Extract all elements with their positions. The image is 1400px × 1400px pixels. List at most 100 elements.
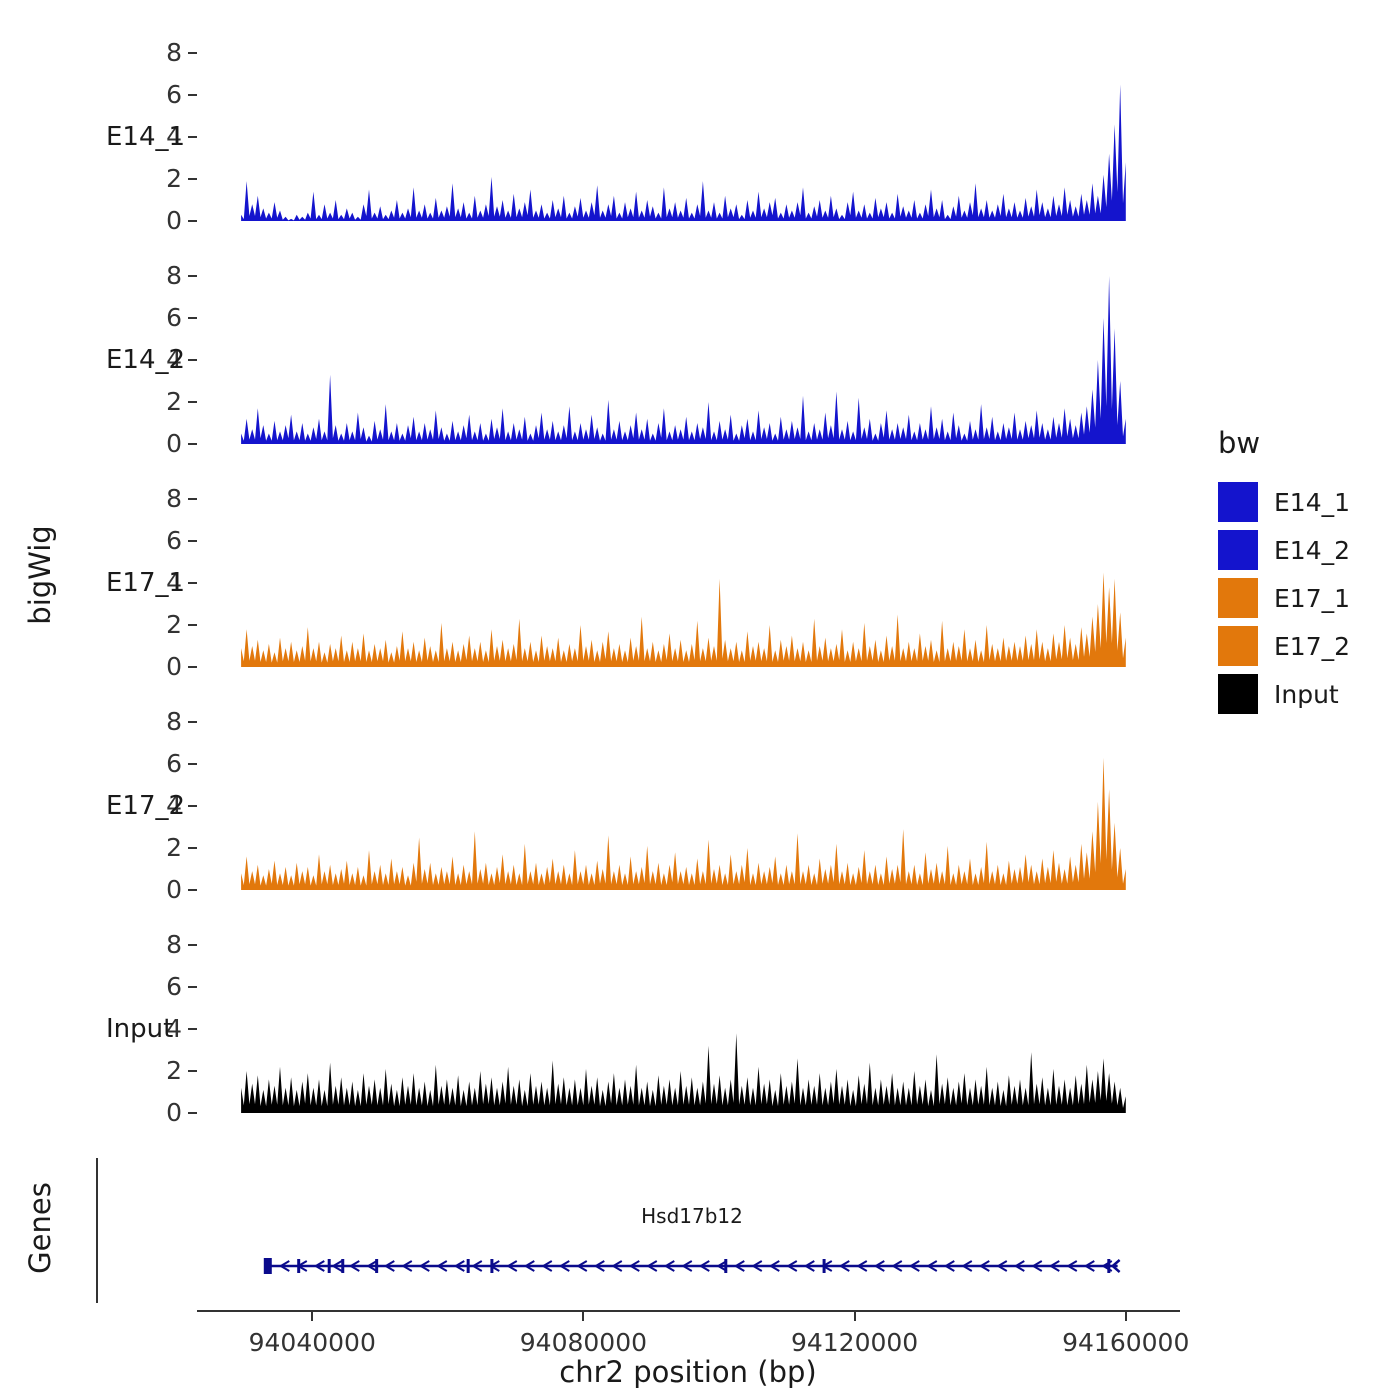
track-label: E17_2 <box>106 791 186 821</box>
gene-part <box>488 1260 500 1272</box>
legend-item: E14_2 <box>1210 526 1350 574</box>
gene-part <box>611 1260 623 1272</box>
gene-part <box>698 1260 710 1272</box>
track-label: Input <box>106 1014 174 1044</box>
y-tick-mark <box>188 847 197 849</box>
x-axis-title: chr2 position (bp) <box>559 1355 817 1389</box>
y-tick-label: 4 <box>166 568 182 597</box>
y-tick-mark <box>188 986 197 988</box>
x-tick-mark <box>1124 1312 1127 1321</box>
gene-model-track <box>263 1258 1121 1274</box>
gene-part <box>733 1260 745 1272</box>
y-tick-label: 8 <box>166 930 182 959</box>
gene-part <box>383 1260 395 1272</box>
y-tick-mark <box>188 582 197 584</box>
gene-part <box>1031 1260 1043 1272</box>
coverage-area <box>241 1033 1126 1113</box>
gene-part <box>978 1260 990 1272</box>
y-tick-label: 0 <box>166 1098 182 1127</box>
gene-part <box>663 1260 675 1272</box>
gene-part <box>751 1260 763 1272</box>
coverage-track-Input <box>241 1033 1126 1113</box>
y-tick-label: 0 <box>166 206 182 235</box>
gene-part <box>558 1260 570 1272</box>
y-tick-mark <box>188 721 197 723</box>
track-label: E14_2 <box>106 345 186 375</box>
legend-item: Input <box>1210 670 1350 718</box>
gene-part <box>681 1260 693 1272</box>
gene-part <box>1083 1260 1095 1272</box>
gene-part <box>1013 1260 1025 1272</box>
gene-part <box>873 1260 885 1272</box>
gene-part <box>926 1260 938 1272</box>
gene-part <box>296 1260 308 1272</box>
coverage-track-E14_1 <box>241 84 1126 221</box>
y-tick-mark <box>188 443 197 445</box>
y-tick-label: 0 <box>166 429 182 458</box>
gene-part <box>401 1260 413 1272</box>
y-tick-mark <box>188 498 197 500</box>
gene-part <box>961 1260 973 1272</box>
gene-part <box>471 1260 483 1272</box>
x-tick-mark <box>311 1312 314 1321</box>
gene-part <box>1110 1259 1121 1273</box>
y-tick-mark <box>188 666 197 668</box>
y-tick-mark <box>188 889 197 891</box>
gene-part <box>418 1260 430 1272</box>
y-tick-mark <box>188 275 197 277</box>
gene-part <box>1048 1260 1060 1272</box>
y-tick-label: 6 <box>166 80 182 109</box>
y-tick-mark <box>188 136 197 138</box>
y-tick-mark <box>188 624 197 626</box>
y-tick-label: 2 <box>166 833 182 862</box>
gene-part <box>523 1260 535 1272</box>
y-tick-mark <box>188 1070 197 1072</box>
x-tick-mark <box>582 1312 585 1321</box>
x-tick-label: 94120000 <box>790 1328 919 1357</box>
legend-label: Input <box>1274 679 1339 709</box>
gene-part <box>821 1260 833 1272</box>
y-tick-mark <box>188 944 197 946</box>
y-tick-mark <box>188 805 197 807</box>
coverage-track-E14_2 <box>241 276 1126 444</box>
gene-part <box>768 1260 780 1272</box>
gene-part <box>891 1260 903 1272</box>
y-tick-label: 0 <box>166 652 182 681</box>
legend-item: E17_2 <box>1210 622 1350 670</box>
legend-label: E17_2 <box>1274 631 1351 661</box>
genes-axis-line <box>96 1158 98 1303</box>
legend-item: E17_1 <box>1210 574 1350 622</box>
y-tick-label: 8 <box>166 261 182 290</box>
y-tick-label: 6 <box>166 972 182 1001</box>
coverage-area <box>241 572 1126 667</box>
y-tick-mark <box>188 401 197 403</box>
legend-item: E14_1 <box>1210 478 1350 526</box>
y-tick-label: 2 <box>166 164 182 193</box>
y-tick-label: 2 <box>166 1056 182 1085</box>
y-tick-label: 6 <box>166 526 182 555</box>
gene-part <box>366 1260 378 1272</box>
y-tick-label: 4 <box>166 345 182 374</box>
gene-part <box>856 1260 868 1272</box>
y-tick-label: 8 <box>166 707 182 736</box>
x-tick-mark <box>853 1312 856 1321</box>
legend-title: bw <box>1218 426 1261 460</box>
gene-part <box>436 1260 448 1272</box>
y-tick-label: 4 <box>166 122 182 151</box>
gene-part <box>646 1260 658 1272</box>
y-tick-mark <box>188 359 197 361</box>
y-tick-label: 6 <box>166 303 182 332</box>
track-label: E17_1 <box>106 568 186 598</box>
y-tick-label: 2 <box>166 387 182 416</box>
gene-part <box>506 1260 518 1272</box>
gene-part <box>838 1260 850 1272</box>
gene-part <box>1101 1260 1113 1272</box>
y-tick-mark <box>188 1028 197 1030</box>
gene-part <box>628 1260 640 1272</box>
x-tick-label: 94160000 <box>1062 1328 1190 1357</box>
track-label: E14_1 <box>106 122 186 152</box>
x-tick-label: 94040000 <box>248 1328 376 1357</box>
y-tick-mark <box>188 1112 197 1114</box>
gene-part <box>716 1260 728 1272</box>
